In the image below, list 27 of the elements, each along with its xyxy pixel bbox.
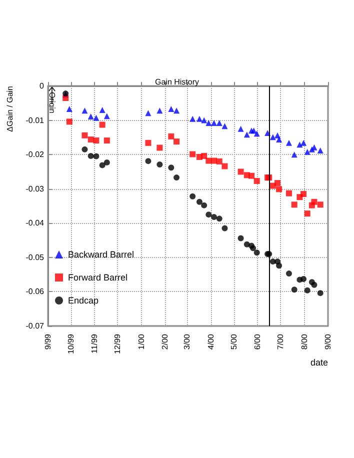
y-tick-label: -0.01 <box>26 116 45 125</box>
legend-label: Forward Barrel <box>68 272 128 282</box>
x-tick-label: 2/00 <box>160 333 170 350</box>
x-tick-label: 9/99 <box>44 333 52 350</box>
x-tick-label: 7/00 <box>276 333 286 350</box>
y-tick-label: -0.06 <box>26 287 45 296</box>
y-axis-title: ΔGain / Gain <box>6 86 14 132</box>
y-tick-label: 0 <box>40 82 45 90</box>
x-tick-label: 4/00 <box>206 333 216 350</box>
y-tick-label: -0.03 <box>26 184 45 194</box>
y-tick-label: -0.04 <box>26 218 45 228</box>
x-tick-label: 8/00 <box>300 333 309 350</box>
x-tick-label: 9/00 <box>324 333 332 350</box>
x-axis-title: date <box>310 358 328 368</box>
x-tick-label: 5/00 <box>229 333 238 350</box>
y-tick-label: -0.02 <box>26 150 45 160</box>
y-tick-label: -0.05 <box>26 252 45 262</box>
x-tick-label: 3/00 <box>182 333 192 350</box>
x-tick-label: 6/00 <box>253 333 262 350</box>
x-tick-label: 1/00 <box>136 333 146 350</box>
y-tick-label: -0.07 <box>26 322 45 330</box>
legend-label: Backward Barrel <box>68 250 134 260</box>
x-tick-label: 12/99 <box>113 333 122 354</box>
chart-title: Gain History <box>154 78 200 86</box>
legend-label: Endcap <box>68 296 99 306</box>
x-tick-label: 10/99 <box>66 333 76 354</box>
x-tick-label: 11/99 <box>90 333 100 354</box>
